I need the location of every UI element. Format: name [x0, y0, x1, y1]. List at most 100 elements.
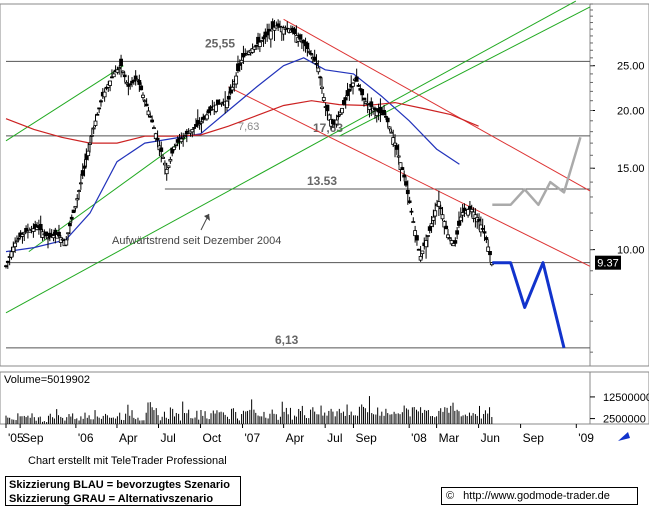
trend-channel-line: [5, 65, 124, 142]
candle-body: [416, 248, 421, 251]
source-link[interactable]: http://www.godmode-trader.de: [463, 490, 610, 502]
candle-body: [226, 95, 231, 100]
candle-body: [225, 100, 229, 109]
candle-body: [75, 198, 80, 201]
candle-body: [312, 56, 317, 61]
candle-body: [86, 150, 91, 157]
x-tick-label: Sep: [523, 431, 545, 445]
x-tick-label: '09: [578, 431, 594, 445]
candle-body: [362, 97, 366, 100]
candle-body: [150, 119, 155, 123]
candle-body: [420, 250, 425, 255]
candle-body: [458, 216, 463, 221]
candle-body: [438, 207, 443, 210]
candle-body: [141, 94, 145, 98]
candle-body: [102, 91, 107, 98]
candle-body: [451, 243, 456, 247]
candle-body: [477, 218, 481, 222]
level-label-shadow: 7,63: [238, 121, 259, 133]
candle-body: [488, 251, 492, 256]
candle-body: [418, 256, 423, 261]
candle-body: [440, 214, 445, 220]
candle-body: [436, 201, 441, 207]
candle-body: [318, 76, 323, 79]
candle-body: [144, 103, 149, 107]
candle-body: [120, 70, 125, 73]
candle-body: [413, 230, 418, 237]
candle-body: [64, 239, 69, 246]
candle-body: [119, 58, 123, 67]
candle-body: [133, 75, 138, 80]
candle-body: [351, 82, 355, 87]
candle-body: [415, 235, 419, 241]
moving-average-line: [5, 57, 460, 253]
candle-body: [407, 200, 412, 203]
level-label: 25,55: [205, 36, 235, 50]
candle-body: [404, 181, 408, 186]
candle-body: [252, 46, 257, 50]
x-tick-label: Mar: [439, 431, 460, 445]
candle-body: [484, 237, 489, 240]
candle-body: [115, 69, 120, 73]
candle-body: [93, 120, 98, 126]
x-axis-corner: [590, 425, 649, 443]
trend-annotation: Aufwärtstrend seit Dezember 2004: [112, 235, 281, 247]
x-tick-label: Oct: [203, 431, 222, 445]
candle-body: [360, 89, 365, 96]
candle-body: [172, 146, 176, 150]
x-tick-label: '05: [8, 431, 24, 445]
candle-body: [164, 168, 169, 175]
candle-body: [427, 226, 432, 231]
candle-body: [131, 79, 136, 82]
candle-body: [276, 23, 281, 27]
candle-body: [254, 44, 259, 47]
x-tick-label: Jul: [327, 431, 342, 445]
stock-chart: 25.00 20.00 15.00 10.00 25,55 17,63 13.53 6,13 7…: [0, 0, 649, 445]
price-panel: 25.00 20.00 15.00 10.00 25,55 17,63 13.53 6,13 7…: [0, 0, 649, 367]
candle-body: [69, 216, 74, 220]
candle-body: [11, 246, 16, 252]
candle-body: [393, 142, 397, 146]
candle-body: [162, 162, 167, 166]
candle-body: [51, 235, 56, 239]
candle-body: [305, 42, 310, 49]
candle-body: [433, 210, 438, 217]
x-tick-label: '06: [78, 431, 94, 445]
candle-body: [142, 100, 147, 103]
x-tick-label: Apr: [119, 431, 138, 445]
candle-body: [394, 145, 399, 150]
candle-body: [82, 165, 87, 169]
candle-body: [60, 238, 65, 241]
candle-body: [455, 230, 460, 235]
price-tick-label: 25.00: [617, 61, 645, 73]
candle-body: [468, 205, 472, 209]
annotation-arrow-head: [204, 214, 210, 221]
candle-body: [334, 119, 339, 125]
candle-body: [190, 129, 195, 133]
trend-channel-line: [283, 18, 591, 192]
candle-body: [385, 117, 390, 123]
candle-body: [320, 86, 324, 90]
x-tick-label: '08: [411, 431, 427, 445]
candle-body: [340, 107, 344, 114]
last-price-label: 9.37: [597, 258, 618, 270]
candle-body: [31, 228, 36, 232]
candle-body: [66, 232, 70, 235]
candle-body: [181, 136, 186, 139]
candle-body: [197, 123, 202, 126]
candle-body: [382, 109, 386, 116]
grey-scenario-path: [492, 136, 582, 207]
candle-body: [5, 260, 10, 263]
legend-grey-scenario: Skizzierung GRAU = Alternativszenario: [9, 493, 214, 505]
candle-body: [108, 80, 113, 86]
source-box: © http://www.godmode-trader.de: [441, 487, 638, 505]
candle-body: [199, 121, 204, 124]
price-tick-label: 20.00: [617, 106, 645, 118]
candle-body: [137, 80, 142, 85]
candle-body: [411, 221, 416, 223]
price-plot-frame: [0, 3, 591, 367]
price-tick-label: 15.00: [617, 163, 645, 175]
candle-body: [405, 189, 410, 195]
candle-body: [343, 97, 348, 101]
